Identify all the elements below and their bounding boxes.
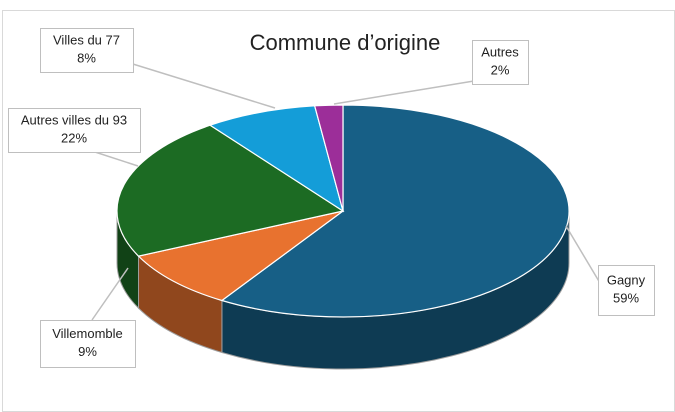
leader-line (91, 267, 129, 321)
label-box (8, 108, 141, 153)
category-label: Gagny (607, 272, 646, 287)
leader-line (333, 79, 481, 105)
category-label: Villemomble (52, 326, 123, 341)
leader-line (94, 151, 139, 167)
value-label: 9% (78, 344, 97, 359)
value-label: 2% (491, 62, 510, 77)
category-label: Autres villes du 93 (21, 112, 127, 127)
label-box (40, 28, 134, 73)
category-label: Villes du 77 (53, 32, 120, 47)
label-box (40, 320, 136, 368)
slice (116, 124, 345, 257)
category-label: Autres (481, 44, 519, 59)
slice (220, 104, 570, 318)
slice (208, 105, 344, 213)
slice (313, 104, 344, 212)
slice (137, 210, 344, 302)
value-label: 22% (61, 130, 87, 145)
leader-line (119, 59, 276, 109)
label-box (598, 265, 655, 316)
chart-title: Commune d’origine (250, 30, 441, 55)
value-label: 8% (77, 50, 96, 65)
label-box (472, 40, 529, 85)
value-label: 59% (613, 290, 639, 305)
leader-line (565, 225, 601, 284)
